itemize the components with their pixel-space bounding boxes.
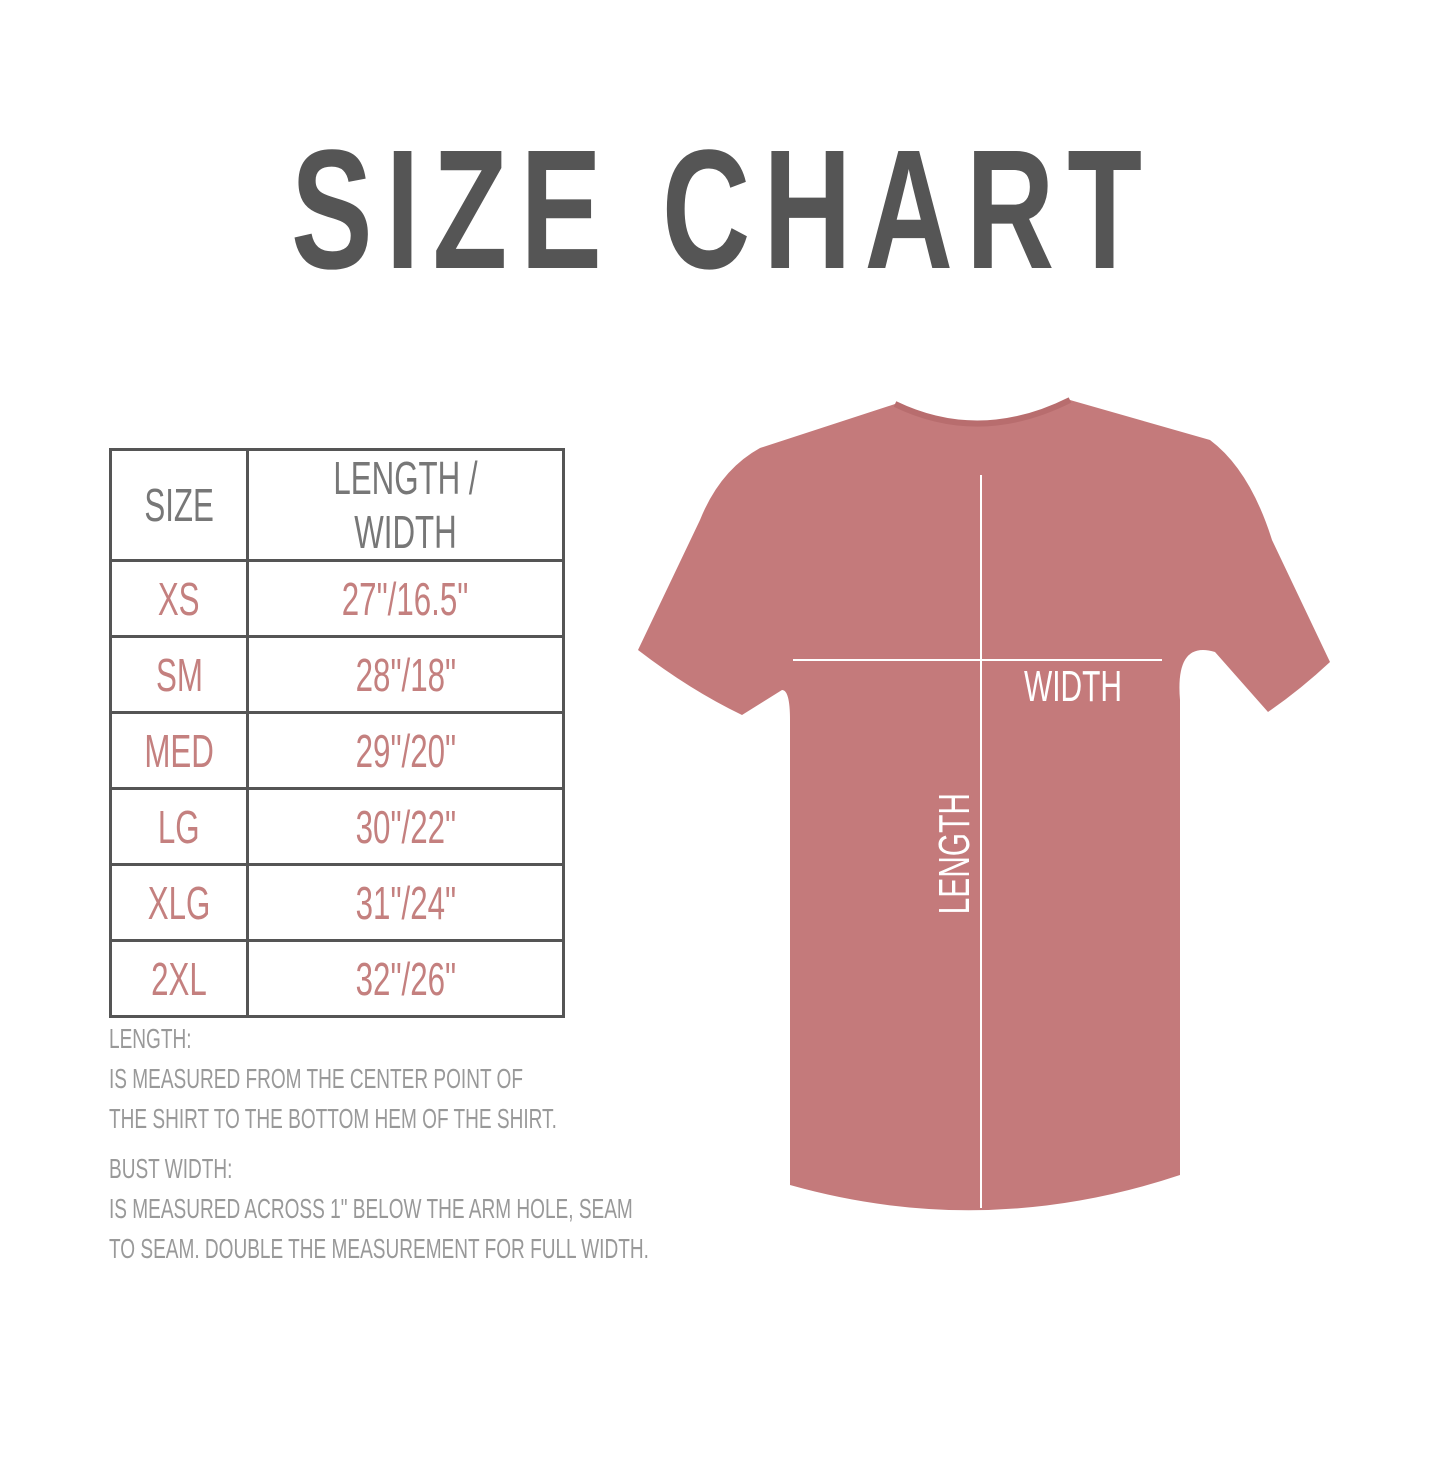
size-text: 2XL [151,952,207,1005]
tshirt-collar [893,397,1072,427]
width-note-heading: BUST WIDTH: [109,1153,233,1184]
measure-cell: 30"/22" [246,787,565,866]
measure-text: 30"/22" [355,800,456,853]
size-text: XS [158,572,200,625]
measure-text: 28"/18" [355,648,456,701]
size-cell: MED [109,711,249,790]
measure-cell: 27"/16.5" [246,559,565,638]
table-row: XS 27"/16.5" [109,559,565,638]
header-size: SIZE [109,448,249,562]
width-note-line: IS MEASURED ACROSS 1" BELOW THE ARM HOLE… [109,1193,633,1224]
measure-text: 31"/24" [355,876,456,929]
length-note-line: THE SHIRT TO THE BOTTOM HEM OF THE SHIRT… [109,1103,557,1134]
page-title: SIZE CHART [0,112,1445,308]
length-label: LENGTH [930,793,979,915]
header-measure-text: LENGTH / WIDTH [333,452,478,558]
size-text: MED [144,724,214,777]
table-row: MED 29"/20" [109,711,565,790]
measure-cell: 32"/26" [246,939,565,1018]
table-row: LG 30"/22" [109,787,565,866]
width-note: BUST WIDTH: IS MEASURED ACROSS 1" BELOW … [109,1149,903,1269]
width-note-line: TO SEAM. DOUBLE THE MEASUREMENT FOR FULL… [109,1233,649,1264]
size-text: LG [158,800,200,853]
measure-cell: 28"/18" [246,635,565,714]
size-text: XLG [147,876,211,929]
width-label: WIDTH [1024,662,1123,711]
header-measure: LENGTH / WIDTH [246,448,565,562]
measure-cell: 29"/20" [246,711,565,790]
measure-text: 29"/20" [355,724,456,777]
length-note-line: IS MEASURED FROM THE CENTER POINT OF [109,1063,523,1094]
size-table: SIZE LENGTH / WIDTH XS 27"/16.5" SM 28"/18… [109,448,565,1018]
measure-text: 32"/26" [355,952,456,1005]
tshirt-shape [638,400,1330,1211]
table-row: 2XL 32"/26" [109,939,565,1018]
size-cell: XLG [109,863,249,942]
size-text: SM [155,648,203,701]
table-header: SIZE LENGTH / WIDTH [109,448,565,562]
size-cell: XS [109,559,249,638]
length-note-heading: LENGTH: [109,1023,192,1054]
size-cell: LG [109,787,249,866]
table-row: SM 28"/18" [109,635,565,714]
measure-cell: 31"/24" [246,863,565,942]
table-row: XLG 31"/24" [109,863,565,942]
measure-text: 27"/16.5" [342,572,469,625]
length-note: LENGTH: IS MEASURED FROM THE CENTER POIN… [109,1019,768,1139]
header-size-text: SIZE [144,479,214,531]
size-cell: 2XL [109,939,249,1018]
size-cell: SM [109,635,249,714]
title-text: SIZE CHART [290,115,1155,305]
